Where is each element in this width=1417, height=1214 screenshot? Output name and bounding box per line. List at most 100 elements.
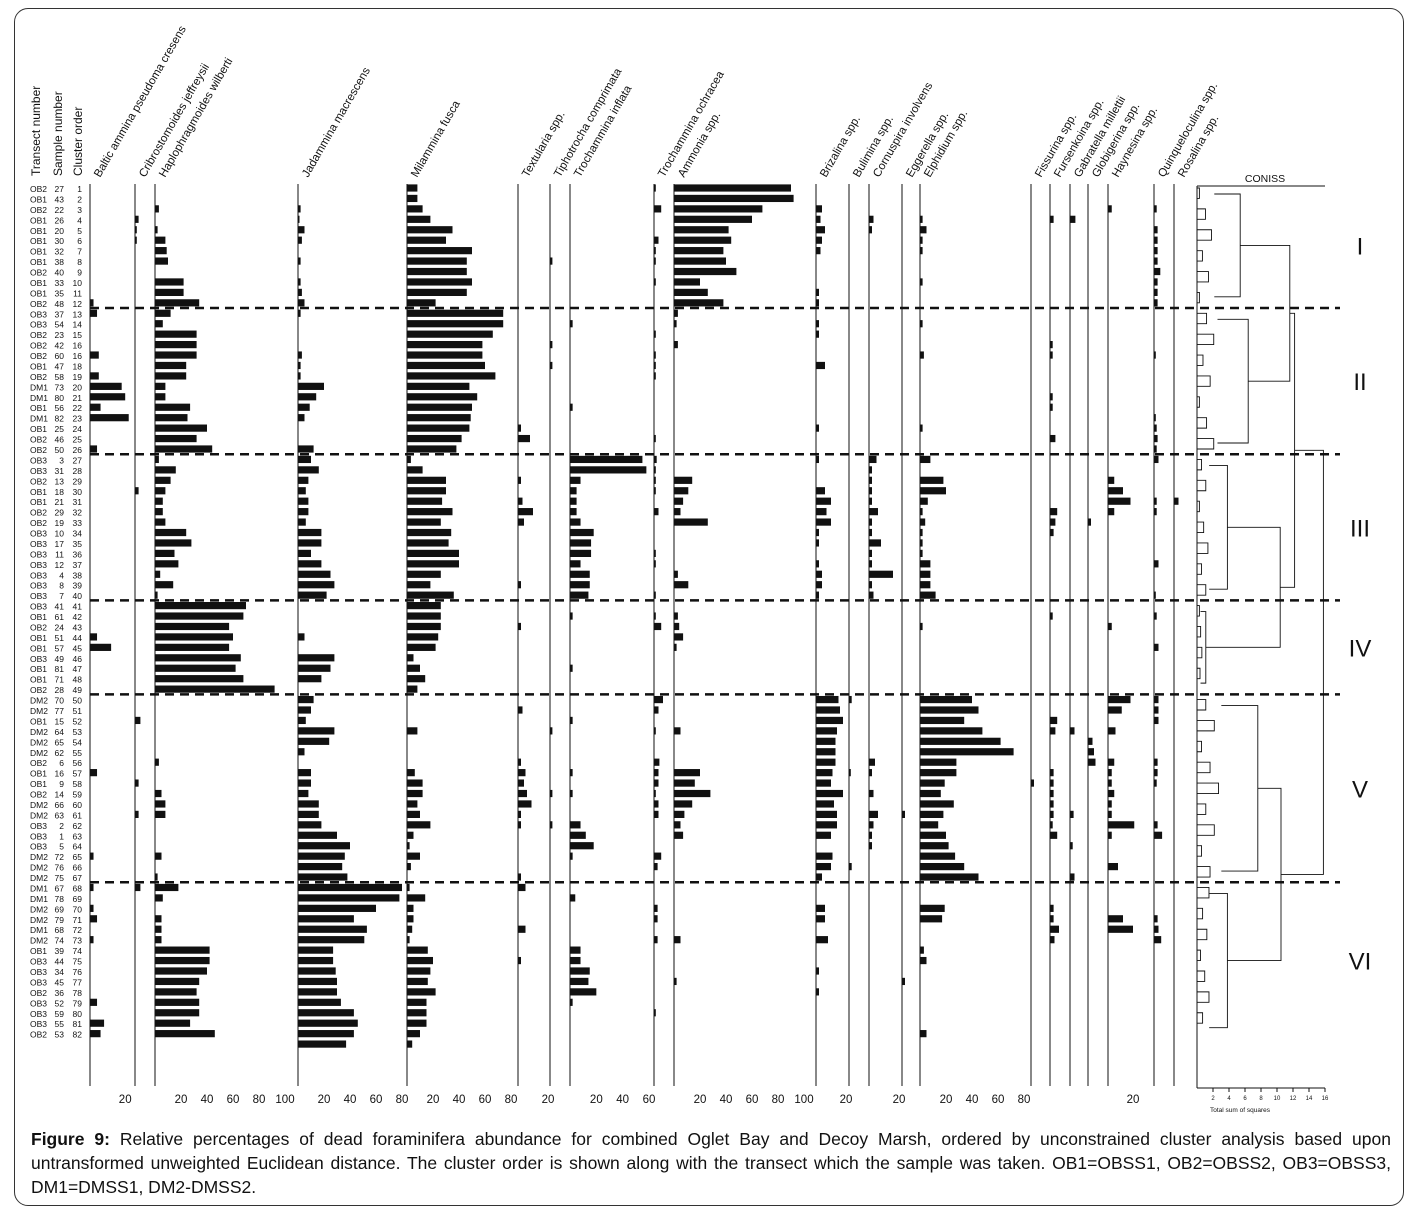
abundance-bar — [407, 1030, 420, 1038]
abundance-bar — [654, 257, 656, 265]
abundance-bar — [654, 695, 663, 704]
row-cluster-order: 38 — [73, 570, 83, 580]
row-cluster-order: 74 — [73, 946, 83, 956]
abundance-bar — [155, 570, 161, 578]
abundance-bar — [1031, 779, 1034, 787]
row-sample: 41 — [55, 602, 65, 612]
row-transect: OB3 — [30, 602, 47, 612]
abundance-bar — [869, 487, 872, 495]
abundance-bar — [816, 205, 822, 213]
abundance-bar — [407, 403, 472, 411]
abundance-bar — [518, 925, 526, 933]
abundance-bar — [298, 956, 334, 965]
row-cluster-order: 55 — [73, 748, 83, 758]
abundance-bar — [155, 915, 162, 923]
row-transect: OB2 — [30, 622, 47, 632]
row-transect: OB1 — [30, 643, 47, 653]
abundance-bar — [155, 361, 187, 370]
abundance-bar — [920, 560, 931, 568]
abundance-bar — [654, 915, 658, 923]
abundance-bar — [518, 769, 526, 777]
row-cluster-order: 35 — [73, 539, 83, 549]
row-transect: DM1 — [30, 414, 48, 424]
abundance-bar — [155, 1019, 191, 1027]
abundance-bar — [298, 560, 322, 568]
row-transect: OB3 — [30, 466, 47, 476]
row-transect: OB2 — [30, 476, 47, 486]
abundance-bar — [407, 852, 420, 860]
coniss-zone-cluster — [1214, 193, 1241, 298]
row-cluster-order: 16 — [73, 351, 83, 361]
abundance-bar — [298, 873, 348, 881]
row-transect: OB2 — [30, 1030, 47, 1040]
abundance-bar — [674, 267, 737, 276]
abundance-bar — [869, 466, 872, 474]
abundance-bar — [654, 351, 656, 359]
abundance-bar — [816, 967, 819, 975]
coniss-branch — [1197, 542, 1209, 554]
caption-text: Relative percentages of dead foraminifer… — [31, 1129, 1391, 1197]
abundance-bar — [155, 341, 197, 349]
abundance-bar — [155, 257, 168, 265]
coniss-branch — [1197, 250, 1203, 262]
coniss-branch — [1197, 354, 1204, 366]
abundance-bar — [407, 194, 418, 203]
row-sample: 13 — [55, 476, 65, 486]
abundance-bar — [1154, 205, 1157, 213]
row-sample: 70 — [55, 696, 65, 706]
abundance-bar — [407, 278, 472, 286]
abundance-bar — [674, 215, 752, 223]
row-cluster-order: 32 — [73, 508, 83, 518]
abundance-bar — [920, 351, 924, 359]
abundance-bar — [1050, 341, 1053, 349]
abundance-bar — [570, 549, 592, 557]
abundance-bar — [407, 560, 459, 568]
coniss-merge-root — [1281, 449, 1324, 875]
abundance-bar — [298, 361, 301, 370]
abundance-bar — [155, 988, 197, 996]
abundance-bar — [550, 821, 553, 829]
species-tick-label: 20 — [427, 1094, 440, 1106]
coniss-branch — [1197, 396, 1200, 408]
row-sample: 11 — [55, 549, 64, 559]
abundance-bar — [654, 758, 660, 766]
abundance-bar — [570, 487, 577, 495]
row-sample: 67 — [55, 883, 65, 893]
abundance-bar — [1154, 455, 1159, 464]
abundance-bar — [1070, 810, 1074, 818]
abundance-bar — [674, 821, 681, 829]
row-cluster-order: 71 — [73, 915, 83, 925]
coniss-zone-cluster — [1221, 705, 1259, 872]
abundance-bar — [920, 946, 924, 954]
row-cluster-order: 27 — [73, 455, 83, 465]
abundance-bar — [674, 769, 700, 777]
abundance-bar — [298, 664, 331, 672]
coniss-branch — [1197, 479, 1207, 492]
abundance-bar — [570, 320, 573, 328]
coniss-branch — [1197, 740, 1202, 753]
row-transect: OB3 — [30, 455, 47, 465]
abundance-bar — [869, 560, 872, 568]
row-cluster-order: 39 — [73, 581, 83, 591]
abundance-bar — [570, 789, 573, 798]
abundance-bar — [674, 779, 695, 787]
abundance-bar — [674, 622, 680, 631]
abundance-bar — [920, 215, 923, 223]
abundance-bar — [155, 278, 184, 286]
row-cluster-order: 51 — [73, 706, 83, 716]
abundance-bar — [816, 779, 831, 787]
coniss-branch — [1197, 970, 1206, 982]
abundance-bar — [570, 455, 643, 464]
species-tick-label: 100 — [794, 1094, 813, 1106]
coniss-branch — [1197, 824, 1215, 836]
species-tick-label: 40 — [720, 1094, 733, 1106]
abundance-bar — [407, 205, 423, 213]
row-sample: 32 — [55, 247, 65, 257]
abundance-bar — [407, 445, 457, 453]
abundance-bar — [816, 518, 831, 526]
abundance-bar — [298, 842, 350, 850]
row-transect: DM2 — [30, 915, 48, 925]
abundance-bar — [155, 382, 166, 390]
abundance-bar — [1108, 487, 1123, 495]
coniss-branch — [1197, 500, 1200, 513]
